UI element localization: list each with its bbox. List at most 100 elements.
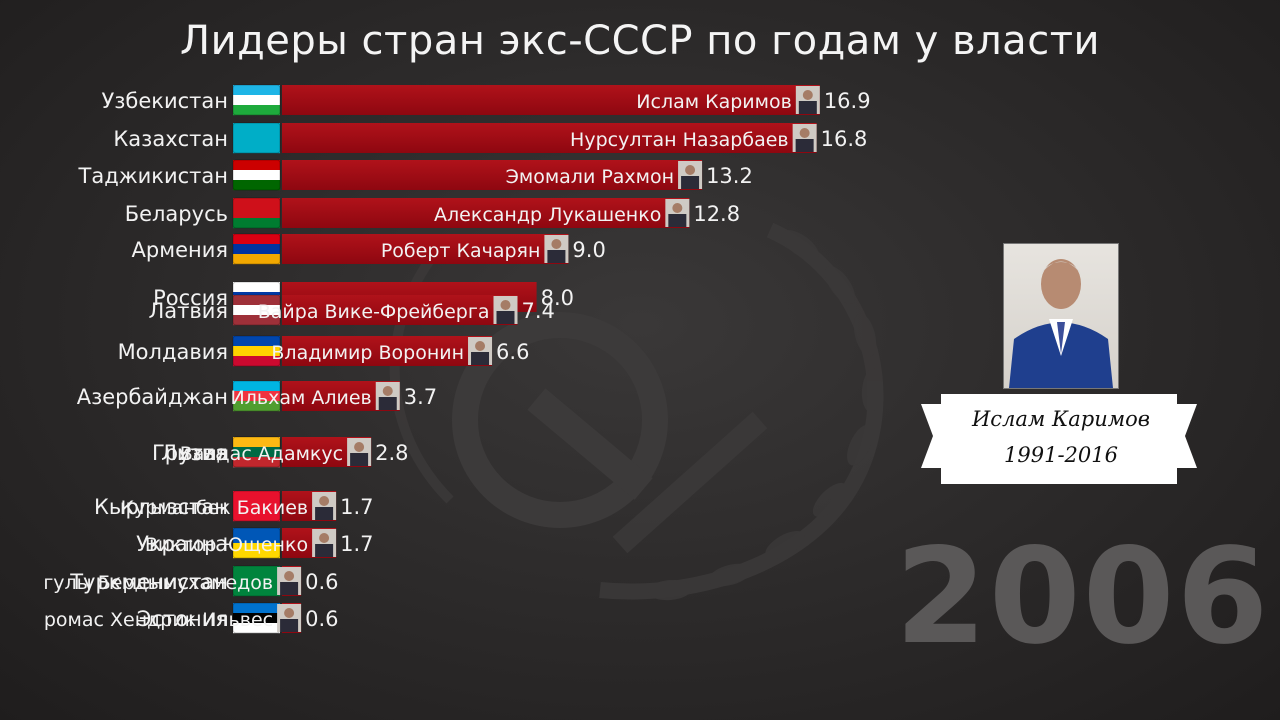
leader-photo-icon — [347, 438, 372, 466]
flag-stripe — [233, 346, 280, 357]
leader-photo-icon — [678, 161, 703, 189]
bar-row: Узбекистан Ислам Каримов 16.9 — [101, 84, 871, 116]
bar — [282, 198, 690, 228]
portrait-icon — [1009, 259, 1113, 388]
flag-icon — [232, 84, 281, 116]
leader-photo-icon — [312, 492, 337, 520]
photo-head — [284, 608, 295, 618]
photo-head — [284, 571, 295, 581]
photo-head — [319, 533, 330, 543]
country-label: Беларусь — [125, 202, 228, 226]
leader-photo-icon — [277, 604, 302, 632]
value-label: 1.7 — [340, 495, 373, 519]
flag-icon — [232, 197, 281, 229]
leader-name: Владимир Воронин — [271, 342, 464, 364]
leader-photo-icon — [277, 567, 302, 595]
photo-suit — [668, 214, 687, 227]
photo-suit — [547, 250, 566, 263]
value-label: 0.6 — [305, 607, 338, 631]
flag-stripe — [233, 218, 280, 229]
flag-icon — [232, 335, 281, 367]
featured-leader-banner — [921, 394, 1197, 484]
photo-head — [382, 386, 393, 396]
country-label: Молдавия — [118, 340, 228, 364]
year-counter: 2006 — [895, 520, 1271, 674]
photo-suit — [315, 544, 334, 557]
photo-suit — [350, 453, 369, 466]
photo-head — [319, 496, 330, 506]
bar-row: Беларусь Александр Лукашенко 12.8 — [125, 197, 740, 229]
leader-name: Виктор Ющенко — [145, 534, 308, 556]
flag-stripe — [233, 336, 280, 347]
bar-row: Латвия Вайра Вике-Фрейберга 7.4 — [148, 294, 555, 326]
value-label: 0.6 — [305, 570, 338, 594]
flag-stripe — [233, 566, 280, 597]
value-label: 13.2 — [706, 164, 753, 188]
flag-stripe — [233, 295, 280, 306]
country-label: Кыргызстан — [94, 495, 228, 519]
flag-border — [232, 84, 281, 116]
country-label: Туркменистан — [69, 570, 228, 594]
flag-stripe — [233, 613, 280, 624]
flag-stripe — [233, 244, 280, 255]
featured-leader-years: 1991-2016 — [1004, 443, 1118, 467]
bar — [282, 336, 493, 366]
country-label: Грузия — [152, 441, 228, 465]
photo-head — [475, 341, 486, 351]
flag-stripe — [233, 85, 280, 96]
value-label: 8.0 — [541, 286, 574, 310]
flag-border — [232, 159, 281, 191]
leader-name: Ислам Каримов — [636, 91, 792, 113]
flag-stripe — [233, 381, 280, 392]
flag-border — [232, 197, 281, 229]
value-label: 2.8 — [375, 441, 408, 465]
country-label: Узбекистан — [101, 89, 228, 113]
value-label: 9.0 — [572, 238, 605, 262]
featured-leader-name: Ислам Каримов — [971, 407, 1151, 431]
bar-row: Армения Роберт Качарян 9.0 — [132, 233, 606, 265]
value-label: 12.8 — [693, 202, 740, 226]
leader-photo-icon — [312, 529, 337, 557]
leader-name: Эмомали Рахмон — [506, 166, 674, 188]
bar — [282, 123, 817, 153]
photo-head — [799, 128, 810, 138]
value-label: 16.8 — [821, 127, 868, 151]
flag-stripe — [233, 437, 280, 448]
leader-name: Валдас Адамкус — [180, 443, 343, 465]
flag-stripe — [233, 315, 280, 326]
leader-name: Нурсултан Назарбаев — [570, 129, 789, 151]
flag-icon — [232, 527, 281, 559]
flag-stripe — [233, 123, 280, 154]
flag-stripe — [233, 391, 280, 402]
bar — [282, 160, 703, 190]
photo-head — [685, 165, 696, 175]
leader-name: Ильхам Алиев — [231, 387, 372, 409]
leader-photo-icon — [792, 124, 817, 152]
leader-name: ромас Хендрик Ильвес — [44, 609, 273, 631]
photo-suit — [798, 101, 817, 114]
country-label: Латвия — [148, 299, 228, 323]
flag-stripe — [233, 254, 280, 265]
flag-icon — [232, 380, 281, 412]
country-label: Азербайджан — [77, 385, 228, 409]
value-label: 6.6 — [496, 340, 529, 364]
flag-stripe — [233, 198, 280, 209]
leader-name: Роберт Качарян — [381, 240, 541, 262]
flag-stripe — [233, 95, 280, 106]
country-label: Украина — [136, 532, 228, 556]
flag-stripe — [233, 305, 280, 316]
flag-border — [232, 527, 281, 559]
flag-stripe — [233, 603, 280, 614]
leader-photo-icon — [665, 199, 690, 227]
flag-icon — [232, 565, 281, 597]
photo-head — [354, 442, 365, 452]
bar — [282, 85, 820, 115]
